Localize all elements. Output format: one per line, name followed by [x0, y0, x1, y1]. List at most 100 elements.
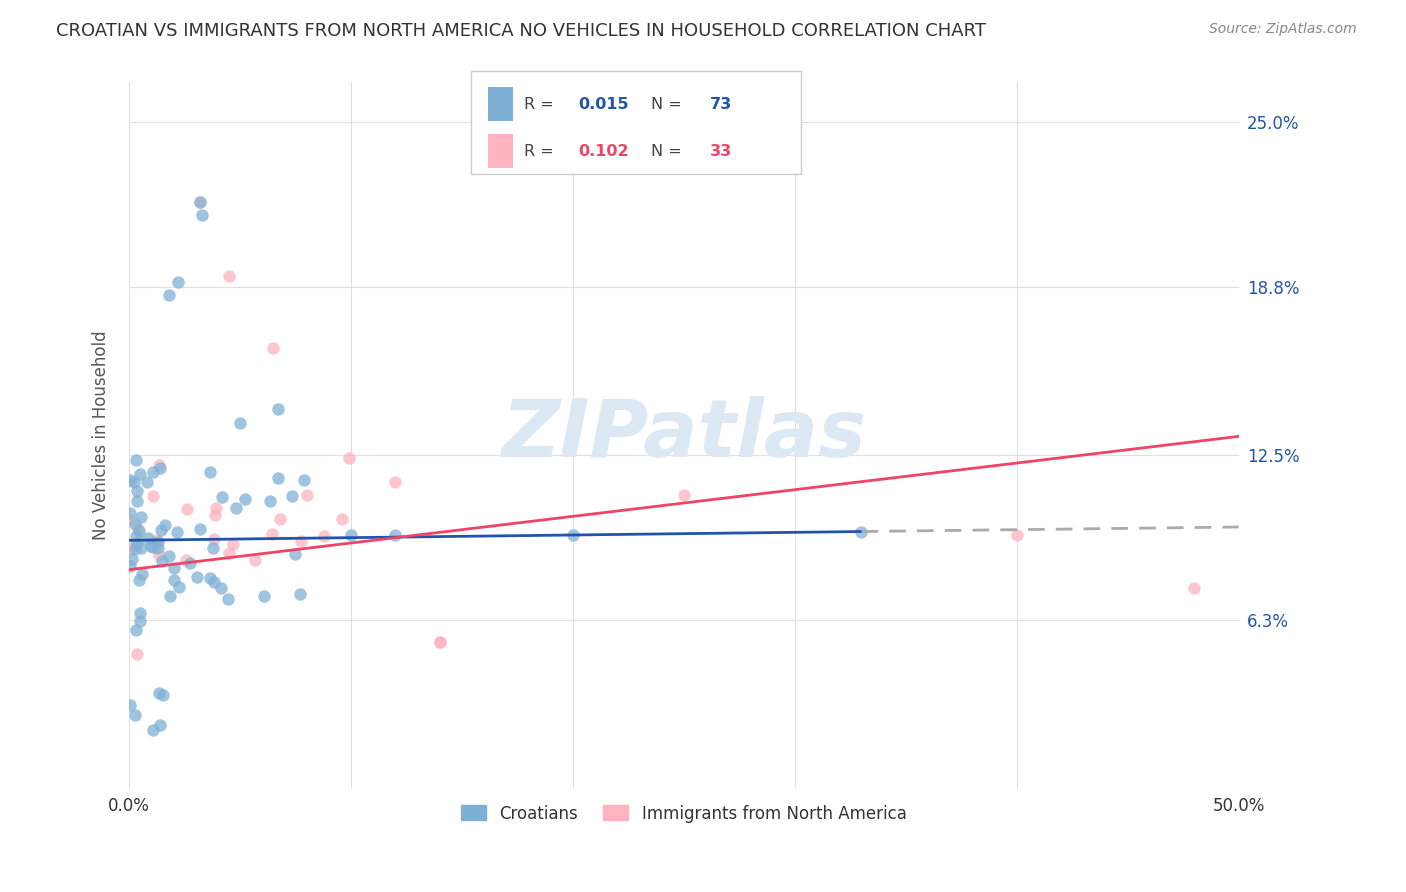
Point: [288, 587, 311, 601]
Point: [198, 571, 221, 585]
Point: [429, 634, 451, 648]
Point: [176, 502, 198, 516]
Point: [384, 475, 406, 489]
Point: [125, 529, 148, 543]
Text: 73: 73: [710, 96, 733, 112]
Point: [179, 556, 201, 570]
Point: [211, 490, 233, 504]
Point: [142, 490, 165, 504]
Point: [121, 552, 143, 566]
Point: [267, 470, 290, 484]
Point: [340, 528, 363, 542]
Point: [129, 541, 152, 555]
Point: [290, 534, 312, 549]
Point: [188, 194, 211, 209]
Point: [157, 288, 180, 302]
Point: [245, 552, 267, 566]
Point: [125, 623, 148, 637]
Point: [672, 488, 695, 502]
Point: [128, 524, 150, 539]
Point: [146, 535, 169, 549]
Point: [176, 553, 198, 567]
Point: [209, 581, 232, 595]
Point: [1005, 528, 1028, 542]
Point: [149, 523, 172, 537]
Text: 0.015: 0.015: [578, 96, 628, 112]
Point: [851, 525, 873, 540]
Point: [120, 506, 142, 520]
Point: [131, 566, 153, 581]
Point: [125, 484, 148, 499]
Point: [127, 522, 149, 536]
Point: [225, 500, 247, 515]
Point: [561, 528, 583, 542]
Point: [384, 528, 406, 542]
Point: [141, 539, 163, 553]
Point: [1182, 582, 1205, 596]
Point: [152, 689, 174, 703]
Y-axis label: No Vehicles in Household: No Vehicles in Household: [93, 330, 110, 540]
Point: [281, 489, 304, 503]
Point: [125, 536, 148, 550]
Point: [142, 465, 165, 479]
Point: [148, 686, 170, 700]
Point: [267, 402, 290, 417]
Point: [149, 718, 172, 732]
Point: [218, 269, 240, 284]
Point: [205, 500, 228, 515]
Point: [122, 540, 145, 554]
Point: [145, 533, 167, 548]
Point: [233, 491, 256, 506]
Point: [142, 540, 165, 554]
Point: [429, 634, 451, 648]
Text: R =: R =: [524, 96, 560, 112]
Point: [124, 516, 146, 531]
Point: [188, 194, 211, 209]
Point: [186, 569, 208, 583]
Point: [166, 525, 188, 540]
Point: [159, 589, 181, 603]
Text: R =: R =: [524, 144, 560, 159]
Point: [259, 494, 281, 508]
Point: [138, 531, 160, 545]
Point: [128, 573, 150, 587]
Point: [253, 589, 276, 603]
Text: Source: ZipAtlas.com: Source: ZipAtlas.com: [1209, 22, 1357, 37]
Point: [129, 509, 152, 524]
Point: [188, 522, 211, 536]
Point: [142, 723, 165, 738]
Point: [127, 647, 149, 661]
Point: [122, 475, 145, 489]
Point: [200, 465, 222, 479]
Point: [163, 561, 186, 575]
Point: [191, 208, 214, 222]
Point: [129, 614, 152, 628]
Point: [294, 474, 316, 488]
Point: [295, 488, 318, 502]
Point: [155, 518, 177, 533]
Point: [120, 473, 142, 487]
Point: [330, 512, 353, 526]
Text: 0.102: 0.102: [578, 144, 628, 159]
Text: 33: 33: [710, 144, 733, 159]
Legend: Croatians, Immigrants from North America: Croatians, Immigrants from North America: [454, 798, 912, 830]
Point: [148, 458, 170, 473]
Point: [163, 574, 186, 588]
Text: ZIPatlas: ZIPatlas: [502, 396, 866, 474]
Point: [124, 707, 146, 722]
Point: [337, 451, 360, 466]
Point: [284, 547, 307, 561]
Text: N =: N =: [651, 96, 688, 112]
Point: [260, 527, 283, 541]
Point: [148, 548, 170, 562]
Point: [222, 537, 245, 551]
Point: [129, 606, 152, 620]
Point: [312, 528, 335, 542]
Point: [204, 508, 226, 522]
Point: [128, 467, 150, 482]
Point: [120, 513, 142, 527]
Point: [127, 493, 149, 508]
Point: [120, 542, 142, 557]
Point: [124, 541, 146, 556]
Point: [228, 416, 250, 430]
